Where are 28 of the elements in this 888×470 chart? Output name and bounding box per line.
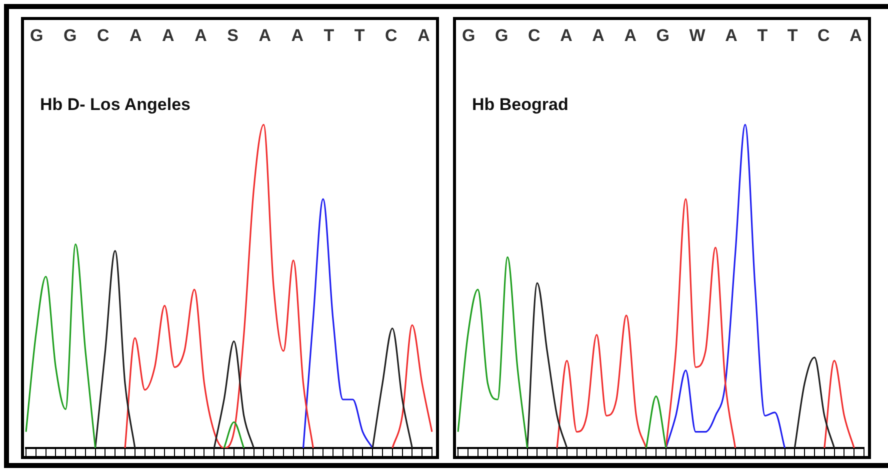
chart-title: Hb D- Los Angeles xyxy=(40,95,190,114)
text: A xyxy=(130,26,142,46)
text: T xyxy=(354,26,365,46)
text: S xyxy=(227,26,238,46)
text: G xyxy=(30,26,44,46)
text: A xyxy=(194,26,207,46)
text: A xyxy=(624,26,636,46)
text: T xyxy=(787,26,798,46)
text: A xyxy=(560,26,572,46)
chart-title: Hb Beograd xyxy=(472,95,568,114)
text: C xyxy=(528,26,540,46)
text: T xyxy=(324,26,334,46)
text: G xyxy=(495,26,508,46)
text: A xyxy=(418,26,430,46)
text: G xyxy=(656,26,670,46)
text: C xyxy=(385,26,398,46)
text: W xyxy=(689,26,706,46)
text: A xyxy=(291,26,304,46)
text: C xyxy=(818,26,830,46)
text: A xyxy=(725,26,738,46)
text: A xyxy=(850,26,862,46)
text: A xyxy=(162,26,174,46)
text: A xyxy=(592,26,604,46)
text: T xyxy=(757,26,768,46)
text: G xyxy=(462,26,476,46)
text: C xyxy=(96,26,110,46)
text: A xyxy=(258,26,271,46)
text: G xyxy=(63,26,77,46)
